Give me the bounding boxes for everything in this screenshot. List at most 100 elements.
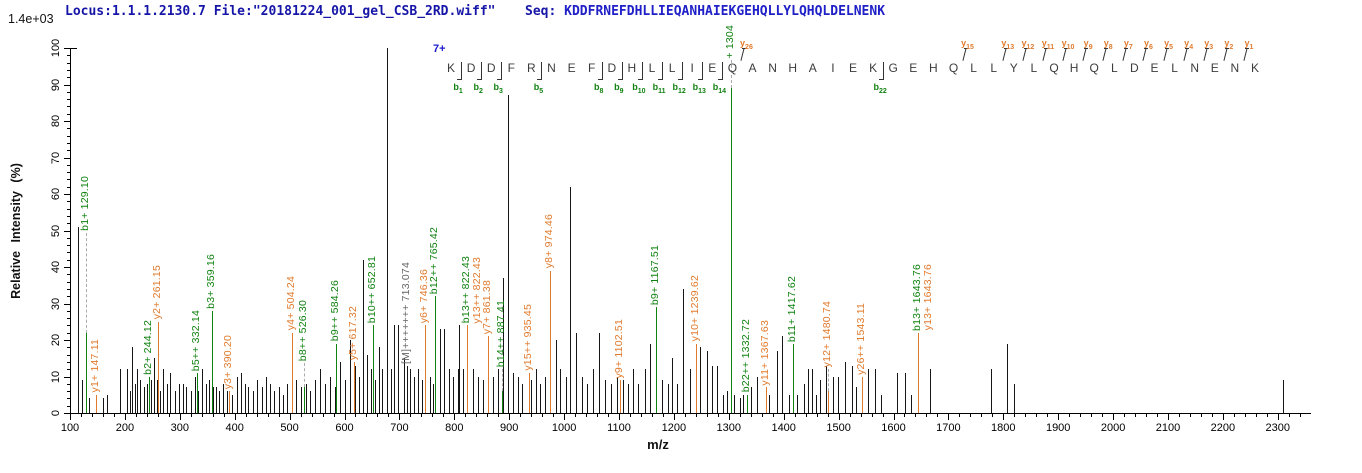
peak-label: y15++ 935.45	[521, 304, 534, 371]
x-tick-label: 400	[225, 422, 244, 434]
x-minor-tick	[1025, 414, 1027, 417]
peak-label: [M]+++++++ 713.074	[399, 261, 412, 364]
peak	[413, 376, 415, 413]
x-tick-label: 300	[170, 422, 189, 434]
peak	[593, 369, 595, 413]
x-minor-tick	[443, 414, 445, 417]
y-ion-label: y1	[1244, 38, 1254, 51]
b-ion-cleavage-mark	[722, 62, 724, 80]
peak-label-leader	[731, 60, 733, 89]
annotated-peak-b	[373, 325, 375, 413]
peak	[349, 340, 351, 413]
annotated-peak-b	[149, 376, 151, 413]
annotated-peak-y	[229, 391, 231, 413]
y-minor-tick	[67, 179, 70, 181]
y-major-tick	[64, 303, 70, 305]
peak	[257, 380, 259, 413]
y-ion-label: y4	[1184, 38, 1194, 51]
peak	[576, 332, 578, 413]
x-minor-tick	[739, 414, 741, 417]
peak	[386, 48, 388, 413]
peak	[453, 376, 455, 413]
residue: K	[869, 61, 878, 75]
peak-label-leader	[304, 363, 306, 388]
y-minor-tick	[67, 201, 70, 203]
peak	[503, 277, 505, 413]
x-major-tick	[289, 414, 291, 420]
x-major-tick	[124, 414, 126, 420]
b-ion-label: b10	[632, 82, 646, 95]
peak	[374, 380, 376, 413]
b-ion-cleavage-foot	[879, 79, 884, 80]
x-tick-label: 2200	[1210, 422, 1236, 434]
peak	[216, 387, 218, 413]
b-ion-cleavage-mark	[481, 62, 483, 80]
annotated-peak-y	[620, 380, 622, 413]
y-ion-cleavage-hook	[1023, 48, 1028, 49]
peak-label: y10+ 1239.62	[688, 275, 701, 342]
x-minor-tick	[388, 414, 390, 417]
residue: N	[547, 61, 556, 75]
y-major-tick	[64, 48, 70, 49]
y-major-tick	[64, 376, 70, 378]
x-minor-tick	[1135, 414, 1137, 417]
b-ion-label: b12	[672, 82, 686, 95]
x-minor-tick	[531, 414, 533, 417]
x-minor-tick	[915, 414, 917, 417]
x-minor-tick	[629, 414, 631, 417]
y-minor-tick	[67, 405, 70, 407]
peak	[186, 387, 188, 413]
x-minor-tick	[311, 414, 313, 417]
peak-label: b14++ 887.41	[495, 299, 508, 368]
y-tick-label: 30	[50, 297, 62, 310]
peak	[382, 369, 384, 413]
y-minor-tick	[67, 55, 70, 57]
peak	[330, 376, 332, 413]
x-minor-tick	[794, 414, 796, 417]
peak	[167, 383, 169, 413]
peak	[163, 369, 165, 413]
x-minor-tick	[212, 414, 214, 417]
peak	[262, 387, 264, 413]
y-ion-label: y15	[961, 38, 974, 51]
locus-file-label: Locus:1.1.1.2130.7 File:"20181224_001_ge…	[65, 4, 496, 19]
x-minor-tick	[190, 414, 192, 417]
peak-label: y5+ 617.32	[347, 305, 359, 360]
peak	[782, 336, 784, 413]
y-ion-label: y2	[1224, 38, 1234, 51]
x-minor-tick	[256, 414, 258, 417]
y-tick-label: 90	[50, 78, 62, 91]
peak	[143, 387, 145, 413]
residue: K	[446, 61, 456, 75]
x-major-tick	[1058, 414, 1060, 420]
peak	[153, 358, 155, 413]
peak	[448, 369, 450, 413]
b-ion-cleavage-foot	[597, 79, 602, 80]
b-ion-label: b13	[692, 82, 706, 95]
peak	[440, 329, 442, 413]
residue: L	[648, 61, 656, 75]
b-ion-cleavage-foot	[477, 79, 482, 80]
residue: D	[466, 61, 476, 75]
y-ion-cleavage-hook	[1104, 48, 1109, 49]
peak	[632, 369, 634, 413]
peak	[393, 325, 395, 413]
x-minor-tick	[640, 414, 642, 417]
x-tick-label: 1800	[991, 422, 1016, 434]
peak	[135, 383, 137, 413]
x-minor-tick	[223, 414, 225, 417]
b-ion-cleavage-mark	[501, 62, 503, 80]
y-tick-label: 100	[50, 38, 62, 58]
b-ion-label: b9	[614, 82, 624, 95]
x-minor-tick	[586, 414, 588, 417]
x-minor-tick	[146, 414, 148, 417]
annotated-peak-y	[424, 325, 426, 413]
peak-label: b13++ 822.43	[459, 256, 472, 324]
peak	[190, 391, 192, 413]
x-minor-tick	[1266, 414, 1268, 417]
x-minor-tick	[465, 414, 467, 417]
x-tick-label: 100	[60, 422, 80, 434]
x-minor-tick	[684, 414, 686, 417]
peak	[306, 383, 308, 413]
